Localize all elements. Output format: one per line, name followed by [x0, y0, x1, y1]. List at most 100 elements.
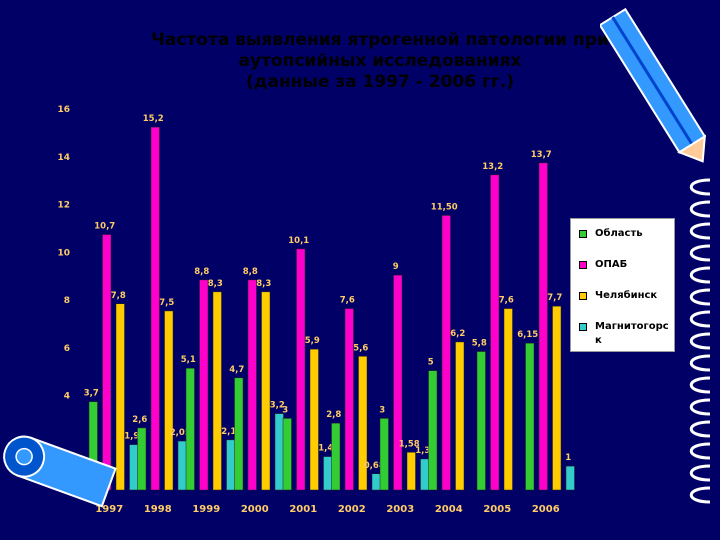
data-label: 2,6: [132, 415, 147, 425]
bar: [226, 439, 236, 491]
legend-swatch: [579, 323, 587, 331]
x-tick-label: 2003: [386, 504, 414, 515]
bar: [552, 305, 562, 491]
bar: [234, 377, 244, 491]
legend-swatch: [579, 261, 587, 269]
bar: [420, 458, 430, 491]
x-tick-label: 1997: [95, 504, 123, 515]
data-label: 1,9: [124, 432, 139, 442]
data-label: 1,3: [415, 446, 430, 456]
scroll-decoration-icon: [3, 435, 117, 508]
bar: [379, 418, 389, 491]
bar: [538, 162, 548, 491]
bar: [503, 308, 513, 491]
data-label: 6,15: [517, 330, 538, 340]
data-label: 0,68: [364, 461, 385, 471]
x-tick-label: 2002: [338, 504, 366, 515]
data-label: 1,4: [318, 444, 333, 454]
x-tick-label: 2000: [241, 504, 269, 515]
bar: [185, 367, 195, 491]
x-tick-label: 1998: [144, 504, 172, 515]
legend-swatch: [579, 292, 587, 300]
data-label: 7,6: [340, 296, 355, 306]
data-label: 3: [379, 405, 385, 415]
y-tick-label: 16: [57, 105, 70, 115]
chart-title-line-1: Частота выявления ятрогенной патологии п…: [151, 30, 609, 50]
data-label: 10,7: [94, 222, 115, 232]
data-label: 1: [565, 453, 571, 463]
data-label: 7,7: [547, 293, 562, 303]
bar: [565, 465, 575, 491]
x-tick-label: 1999: [192, 504, 220, 515]
data-label: 5,6: [353, 343, 368, 353]
data-label: 10,1: [288, 236, 309, 246]
legend-label: ОПАБ: [595, 259, 628, 270]
bar: [309, 348, 319, 491]
bar: [428, 370, 438, 491]
data-label: 13,7: [531, 150, 552, 160]
bar: [344, 308, 354, 491]
data-label: 3: [282, 405, 288, 415]
bar: [371, 473, 381, 491]
y-tick-label: 6: [64, 344, 70, 354]
data-label: 7,8: [111, 291, 126, 301]
y-tick-label: 12: [57, 201, 70, 211]
data-label: 7,6: [499, 296, 514, 306]
data-label: 7,5: [159, 298, 174, 308]
x-tick-label: 2001: [289, 504, 317, 515]
data-label: 2,8: [326, 410, 341, 420]
bar: [137, 427, 147, 491]
legend-label: Магнитогорс к: [595, 321, 669, 346]
data-label: 11,50: [431, 202, 458, 212]
x-tick-label: 2004: [435, 504, 463, 515]
bar: [261, 291, 271, 491]
bar: [247, 279, 257, 491]
bar: [331, 422, 341, 491]
x-tick-label: 2005: [483, 504, 511, 515]
y-tick-label: 8: [64, 296, 70, 306]
chart-title-line-3: (данные за 1997 - 2006 гг.): [246, 72, 514, 92]
data-label: 3,2: [270, 401, 285, 411]
bar: [274, 413, 284, 491]
bar: [393, 274, 403, 491]
data-label: 1,58: [399, 439, 420, 449]
bar: [164, 310, 174, 491]
legend-label: Челябинск: [595, 290, 658, 301]
y-tick-label: 4: [64, 392, 70, 402]
bar: [455, 341, 465, 491]
data-label: 2,05: [170, 428, 191, 438]
data-label: 8,3: [256, 279, 271, 289]
chart-title: Частота выявления ятрогенной патологии п…: [95, 30, 665, 93]
data-label: 5: [428, 358, 434, 368]
bar: [129, 444, 139, 491]
bar: [177, 440, 187, 491]
data-label: 13,2: [482, 162, 503, 172]
data-label: 3,7: [84, 389, 99, 399]
data-label: 5,8: [472, 339, 487, 349]
bar: [212, 291, 222, 491]
bar: [406, 452, 416, 491]
bar: [296, 248, 306, 491]
chart-legend: Область ОПАБ Челябинск Магнитогорс к: [570, 218, 675, 352]
data-label: 5,9: [305, 336, 320, 346]
bar: [199, 279, 209, 491]
data-label: 4,7: [229, 365, 244, 375]
spiral-border-decoration-icon: [689, 178, 711, 504]
data-label: 9: [393, 262, 399, 272]
bar: [282, 418, 292, 491]
bar: [150, 126, 160, 491]
bar: [525, 342, 535, 491]
bar: [323, 456, 333, 491]
data-label: 15,2: [143, 114, 164, 124]
bar: [441, 215, 451, 491]
data-label: 8,8: [194, 267, 209, 277]
bar: [476, 351, 486, 491]
pencil-decoration-icon: [600, 7, 707, 163]
data-label: 5,1: [181, 355, 196, 365]
bar: [490, 174, 500, 491]
legend-label: Область: [595, 228, 643, 239]
y-tick-label: 10: [57, 248, 70, 258]
bar: [358, 356, 368, 491]
bar: [115, 303, 125, 491]
